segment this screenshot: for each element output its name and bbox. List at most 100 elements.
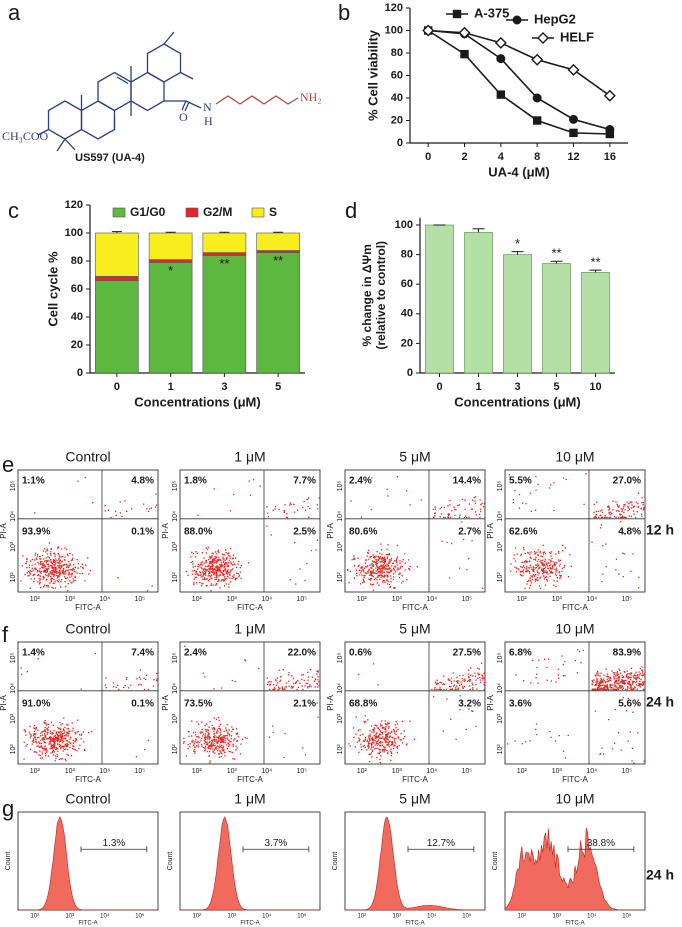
event — [375, 741, 377, 743]
event — [471, 684, 474, 686]
event — [474, 675, 477, 677]
event — [218, 737, 220, 739]
x-tick-label: 12 — [567, 151, 579, 163]
event — [202, 731, 204, 733]
event — [214, 556, 216, 558]
event — [63, 729, 65, 731]
event — [194, 746, 196, 748]
quadrant-percent: 0.1% — [131, 526, 154, 537]
panel-label: f — [2, 622, 9, 647]
event — [41, 554, 43, 557]
event — [388, 572, 390, 574]
event — [191, 735, 193, 737]
event — [227, 553, 229, 555]
event — [67, 743, 69, 746]
event — [629, 679, 632, 681]
event — [52, 749, 55, 752]
event — [393, 737, 395, 739]
event — [223, 558, 225, 560]
event — [49, 736, 51, 738]
event — [238, 574, 240, 576]
quadrant-percent: 4.8% — [618, 526, 641, 537]
event — [381, 750, 384, 752]
event — [599, 514, 601, 517]
event — [468, 558, 470, 560]
event — [193, 743, 195, 745]
x-tick-label: 10² — [30, 914, 39, 920]
event — [211, 743, 213, 745]
event — [371, 731, 373, 733]
event — [272, 725, 274, 727]
event — [267, 681, 269, 683]
event — [366, 740, 368, 742]
event — [626, 673, 629, 675]
event — [576, 672, 578, 674]
event — [305, 682, 307, 685]
event — [50, 554, 52, 556]
event — [60, 747, 62, 750]
event — [218, 746, 221, 749]
event — [447, 505, 449, 507]
gate-percent: 38.8% — [587, 838, 615, 849]
event — [386, 743, 389, 745]
chain — [215, 95, 299, 105]
event — [370, 572, 372, 574]
event — [378, 748, 380, 750]
event — [574, 659, 576, 662]
event — [404, 736, 406, 738]
event — [638, 676, 640, 678]
x-tick-label: 10⁴ — [261, 768, 272, 775]
event — [203, 739, 205, 741]
event — [201, 585, 203, 587]
event — [368, 574, 371, 576]
event — [601, 688, 603, 690]
event — [204, 736, 206, 739]
event — [556, 580, 558, 582]
y-tick-label: 10³ — [172, 541, 179, 552]
event — [375, 558, 377, 561]
event — [37, 729, 39, 731]
quadrant-percent: 27.0% — [613, 476, 641, 487]
event — [432, 508, 434, 510]
event — [375, 747, 377, 750]
event — [546, 576, 548, 578]
event — [306, 687, 309, 689]
event — [222, 569, 225, 572]
event — [362, 569, 364, 571]
event — [639, 683, 641, 686]
event — [45, 724, 47, 726]
event — [628, 684, 631, 686]
event — [372, 569, 375, 571]
event — [52, 566, 54, 568]
event — [409, 565, 411, 568]
event — [213, 736, 215, 738]
event — [219, 574, 221, 576]
bar-segment — [148, 232, 193, 260]
event — [608, 511, 610, 514]
event — [209, 745, 212, 747]
event — [530, 575, 532, 577]
event — [618, 573, 620, 575]
event — [471, 508, 473, 510]
event — [309, 507, 311, 510]
event — [619, 669, 621, 672]
event — [605, 516, 607, 519]
event — [384, 565, 386, 567]
event — [637, 492, 640, 494]
legend-swatch — [112, 207, 126, 218]
event — [306, 498, 309, 501]
event — [616, 682, 618, 684]
event — [616, 671, 618, 673]
quadrant-percent: 7.4% — [131, 648, 154, 659]
event — [46, 548, 48, 550]
event — [534, 559, 537, 561]
line — [428, 29, 611, 97]
event — [289, 579, 291, 581]
event — [534, 551, 536, 553]
event — [564, 675, 566, 677]
event — [295, 682, 297, 684]
event — [232, 557, 234, 559]
event — [74, 741, 76, 743]
event — [376, 562, 379, 564]
event — [624, 504, 626, 506]
